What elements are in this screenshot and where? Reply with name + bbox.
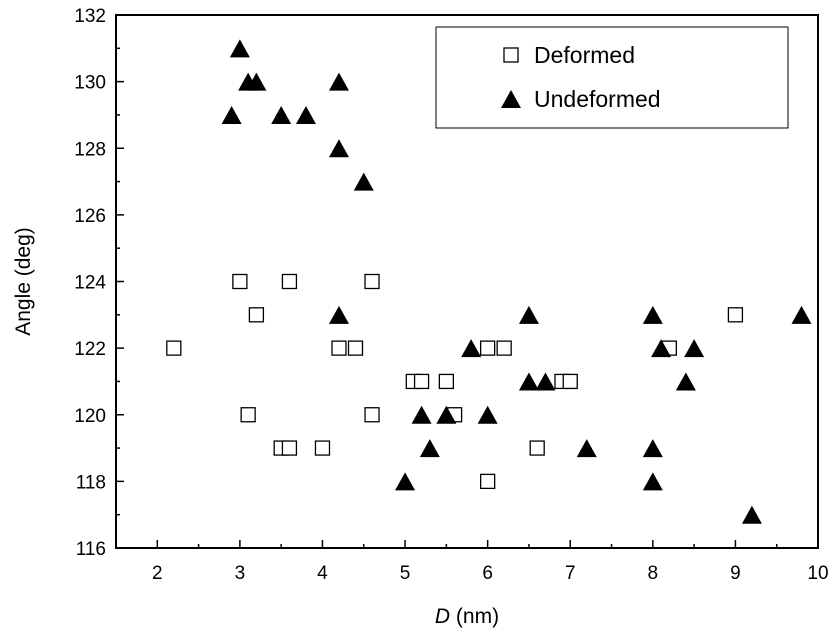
- undeformed-point: [436, 405, 457, 424]
- y-tick-label: 126: [74, 206, 106, 227]
- x-axis-ticks: 2 3 4 5 6 7 8 9 10: [115, 540, 828, 584]
- undeformed-point: [535, 372, 556, 391]
- legend-label: Deformed: [534, 42, 635, 68]
- undeformed-point: [642, 439, 663, 458]
- undeformed-point: [518, 372, 539, 391]
- legend-box: [435, 26, 789, 129]
- x-tick-label: 5: [400, 563, 411, 584]
- undeformed-point: [675, 372, 696, 391]
- x-tick-label: 4: [317, 563, 328, 584]
- deformed-point: [479, 340, 496, 356]
- undeformed-point: [518, 305, 539, 324]
- y-tick-label: 128: [74, 139, 106, 160]
- deformed-point: [281, 440, 298, 456]
- legend-triangle-marker: [501, 90, 521, 108]
- x-axis-label-unit: (nm): [450, 605, 499, 628]
- y-tick-label: 120: [74, 406, 106, 427]
- x-tick-label: 10: [807, 563, 828, 584]
- undeformed-point: [791, 305, 812, 324]
- deformed-point: [331, 340, 347, 356]
- undeformed-point: [642, 305, 663, 324]
- undeformed-point: [411, 405, 432, 424]
- undeformed-point: [328, 139, 349, 158]
- x-tick-label: 7: [565, 563, 576, 584]
- y-tick-label: 118: [76, 472, 106, 493]
- y-tick-label: 130: [74, 73, 106, 94]
- deformed-point: [438, 373, 455, 390]
- deformed-point: [529, 440, 545, 456]
- x-axis-label: D (nm): [435, 605, 499, 628]
- y-axis-ticks: 116 118 120 122 124 126 128 130 132: [74, 6, 124, 560]
- undeformed-point: [419, 439, 440, 458]
- deformed-point: [248, 307, 265, 323]
- deformed-point: [314, 440, 331, 456]
- legend: Deformed Undeformed: [435, 26, 789, 129]
- deformed-point: [232, 273, 248, 290]
- x-tick-label: 6: [482, 563, 493, 584]
- undeformed-point: [353, 172, 374, 191]
- undeformed-point: [651, 339, 672, 358]
- undeformed-point: [246, 72, 267, 91]
- deformed-point: [562, 373, 578, 390]
- undeformed-point: [642, 472, 663, 491]
- deformed-point: [364, 273, 380, 290]
- undeformed-point: [477, 405, 498, 424]
- deformed-point: [727, 307, 744, 323]
- data-marks: [166, 39, 812, 524]
- y-tick-label: 124: [74, 273, 106, 294]
- x-tick-label: 9: [730, 563, 741, 584]
- deformed-point: [240, 407, 256, 423]
- deformed-point: [166, 340, 182, 356]
- deformed-point: [479, 473, 496, 490]
- x-tick-label: 3: [235, 563, 246, 584]
- undeformed-point: [395, 472, 416, 491]
- undeformed-point: [328, 72, 349, 91]
- deformed-point: [413, 373, 430, 390]
- y-tick-label: 116: [76, 539, 106, 560]
- undeformed-point: [576, 439, 597, 458]
- undeformed-point: [741, 505, 762, 524]
- y-axis-label: Angle (deg): [12, 227, 35, 336]
- legend-square-marker: [503, 47, 519, 63]
- y-tick-label: 122: [74, 339, 106, 360]
- deformed-point: [347, 340, 364, 356]
- undeformed-point: [295, 105, 316, 124]
- undeformed-point: [271, 105, 292, 124]
- deformed-point: [281, 273, 298, 290]
- deformed-point: [496, 340, 512, 356]
- deformed-point: [364, 407, 380, 423]
- x-tick-label: 2: [152, 563, 163, 584]
- y-tick-label: 132: [74, 6, 106, 27]
- legend-label: Undeformed: [534, 86, 661, 112]
- x-axis-label-variable: D: [435, 605, 450, 628]
- undeformed-point: [684, 339, 705, 358]
- undeformed-point: [461, 339, 482, 358]
- undeformed-point: [328, 305, 349, 324]
- undeformed-point: [221, 105, 242, 124]
- x-tick-label: 8: [648, 563, 659, 584]
- undeformed-point: [229, 39, 250, 58]
